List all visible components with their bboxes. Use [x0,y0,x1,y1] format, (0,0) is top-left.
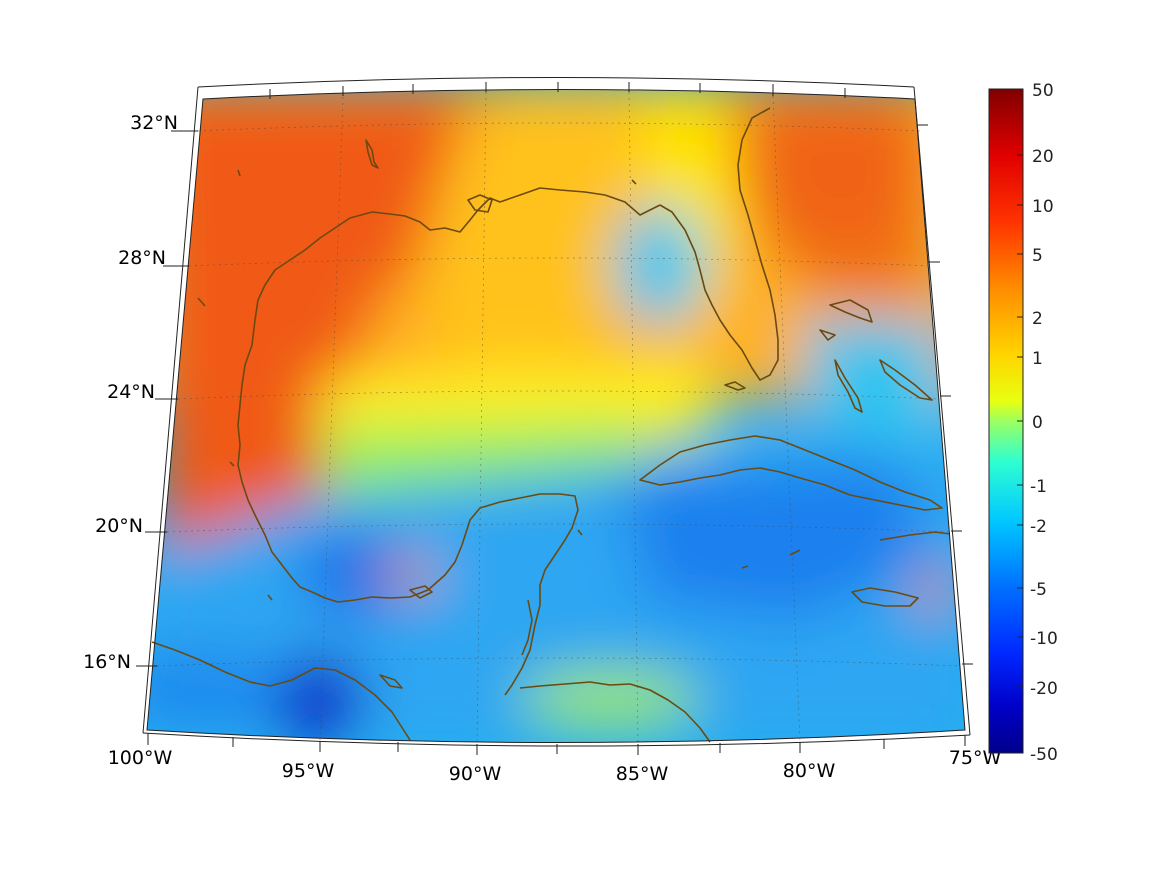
coastlines [151,107,951,743]
lon-tick-label: 85°W [616,763,669,785]
colorbar-tick-label: -50 [1030,745,1058,765]
colorbar-tick-label: 50 [1032,81,1054,101]
map-frame [136,77,973,755]
lat-tick-label: 32°N [130,112,178,134]
lon-tick-label: 90°W [449,763,502,785]
lon-tick-label: 80°W [783,760,836,782]
colorbar-tick-label: -10 [1030,629,1058,649]
colorbar: 50 20 10 5 2 1 0 -1 -2 -5 -10 -20 -50 [988,81,1058,765]
lon-tick-label: 100°W [108,747,173,769]
graticule [156,91,961,744]
colorbar-tick-label: -1 [1030,477,1047,497]
lat-tick-label: 24°N [107,381,155,403]
lat-tick-label: 16°N [83,651,131,673]
colorbar-tick-label: -5 [1030,580,1047,600]
colorbar-tick-label: 2 [1032,309,1043,329]
colorbar-tick-label: 0 [1032,413,1043,433]
colorbar-tick-label: -20 [1030,679,1058,699]
field-heatmap [147,89,965,743]
lat-labels: 32°N 28°N 24°N 20°N 16°N [83,112,178,673]
colorbar-tick-label: -2 [1030,517,1047,537]
colorbar-tick-label: 5 [1032,246,1043,266]
lon-labels: 100°W 95°W 90°W 85°W 80°W 75°W [108,747,1002,785]
lon-tick-label: 75°W [949,747,1002,769]
colorbar-tick-label: 20 [1032,147,1054,167]
colorbar-tick-label: 10 [1032,197,1054,217]
lat-tick-label: 20°N [95,515,143,537]
lat-tick-label: 28°N [118,247,166,269]
lon-tick-label: 95°W [282,760,335,782]
colorbar-tick-label: 1 [1032,349,1043,369]
